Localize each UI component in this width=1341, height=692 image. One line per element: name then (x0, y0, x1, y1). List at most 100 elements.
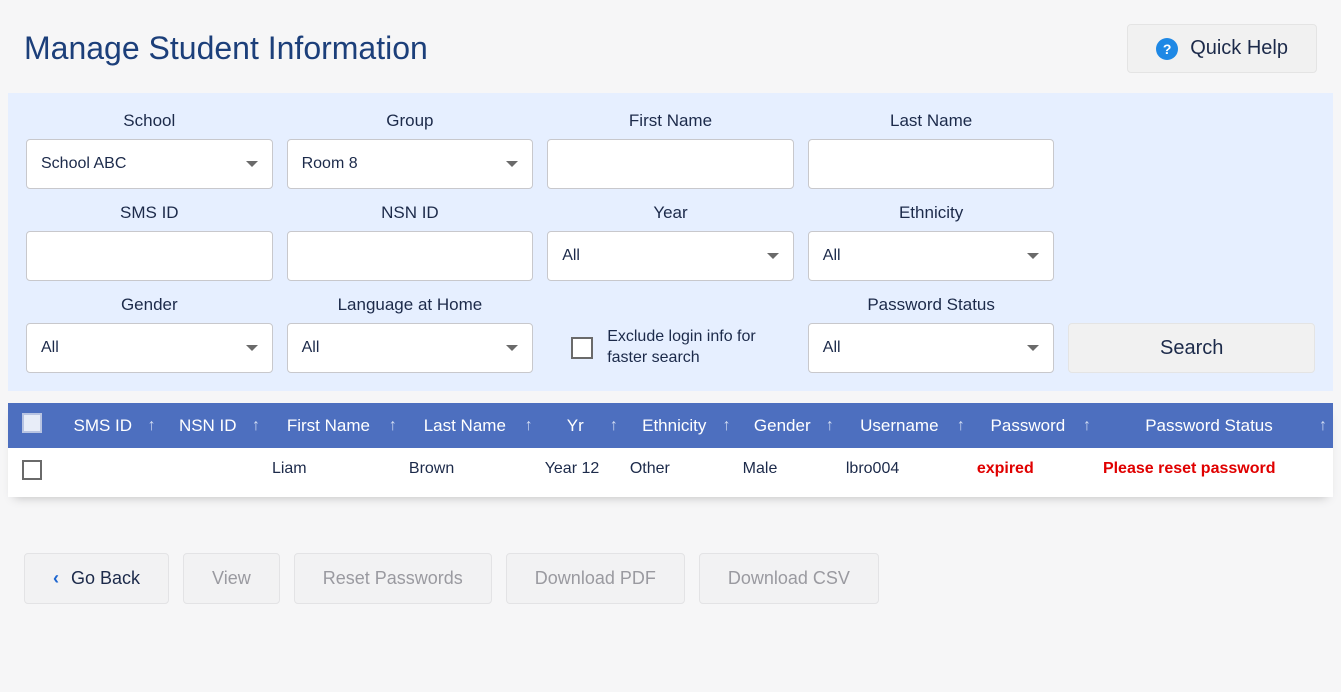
filter-nsn-id: NSN ID (287, 203, 534, 281)
cell-last-name: Brown (403, 448, 539, 497)
reset-passwords-label: Reset Passwords (323, 568, 463, 589)
chevron-down-icon (1027, 253, 1039, 259)
cell-first-name: Liam (266, 448, 403, 497)
action-bar: ‹ Go Back View Reset Passwords Download … (0, 497, 1341, 628)
filter-gender-label: Gender (121, 295, 178, 315)
download-csv-label: Download CSV (728, 568, 850, 589)
ethnicity-value: All (823, 247, 841, 265)
gender-dropdown[interactable]: All (26, 323, 273, 373)
sort-up-icon: ↑ (826, 416, 834, 436)
filter-nsn-id-label: NSN ID (381, 203, 439, 223)
filter-ethnicity: Ethnicity All (808, 203, 1055, 281)
chevron-left-icon: ‹ (53, 568, 59, 589)
filter-gender: Gender All (26, 295, 273, 373)
download-pdf-button[interactable]: Download PDF (506, 553, 685, 604)
password-status-dropdown[interactable]: All (808, 323, 1055, 373)
filter-empty-r1c5 (1068, 111, 1315, 189)
filter-exclude-login: . Exclude login info for faster search (547, 295, 794, 373)
quick-help-button[interactable]: ? Quick Help (1127, 24, 1317, 73)
col-ethnicity[interactable]: Ethnicity↑ (624, 403, 737, 448)
sort-up-icon: ↑ (148, 416, 156, 436)
filter-group-label: Group (386, 111, 433, 131)
exclude-login-checkbox[interactable] (571, 337, 593, 359)
sort-up-icon: ↑ (525, 416, 533, 436)
last-name-input[interactable] (808, 139, 1055, 189)
table-row[interactable]: Liam Brown Year 12 Other Male lbro004 ex… (8, 448, 1333, 497)
col-password-status[interactable]: Password Status↑ (1097, 403, 1333, 448)
col-nsn-id[interactable]: NSN ID↑ (162, 403, 266, 448)
page-root: Manage Student Information ? Quick Help … (0, 0, 1341, 628)
view-button[interactable]: View (183, 553, 280, 604)
nsn-id-input[interactable] (287, 231, 534, 281)
group-value: Room 8 (302, 155, 358, 173)
year-dropdown[interactable]: All (547, 231, 794, 281)
cell-ethnicity: Other (624, 448, 737, 497)
chevron-down-icon (246, 345, 258, 351)
gender-value: All (41, 339, 59, 357)
cell-gender: Male (737, 448, 840, 497)
school-dropdown[interactable]: School ABC (26, 139, 273, 189)
cell-sms-id (56, 448, 162, 497)
filter-last-name-label: Last Name (890, 111, 972, 131)
sort-up-icon: ↑ (957, 416, 965, 436)
chevron-down-icon (246, 161, 258, 167)
col-year[interactable]: Yr↑ (539, 403, 624, 448)
col-first-name[interactable]: First Name↑ (266, 403, 403, 448)
filter-empty-r2c5 (1068, 203, 1315, 281)
cell-year: Year 12 (539, 448, 624, 497)
exclude-login-checkbox-row[interactable]: Exclude login info for faster search (547, 323, 794, 373)
row-checkbox[interactable] (22, 460, 42, 480)
download-pdf-label: Download PDF (535, 568, 656, 589)
table-header-row: SMS ID↑ NSN ID↑ First Name↑ Last Name↑ Y… (8, 403, 1333, 448)
cell-password-status: Please reset password (1097, 448, 1333, 497)
sort-up-icon: ↑ (723, 416, 731, 436)
filter-ethnicity-label: Ethnicity (899, 203, 963, 223)
filter-year: Year All (547, 203, 794, 281)
filter-last-name: Last Name (808, 111, 1055, 189)
first-name-input[interactable] (547, 139, 794, 189)
filter-language-label: Language at Home (338, 295, 483, 315)
page-title: Manage Student Information (24, 30, 428, 67)
sort-up-icon: ↑ (389, 416, 397, 436)
results-table: SMS ID↑ NSN ID↑ First Name↑ Last Name↑ Y… (8, 403, 1333, 497)
col-password[interactable]: Password↑ (971, 403, 1097, 448)
filter-language: Language at Home All (287, 295, 534, 373)
col-gender[interactable]: Gender↑ (737, 403, 840, 448)
chevron-down-icon (767, 253, 779, 259)
filter-sms-id-label: SMS ID (120, 203, 179, 223)
quick-help-label: Quick Help (1190, 37, 1288, 60)
cell-nsn-id (162, 448, 266, 497)
sort-up-icon: ↑ (1319, 416, 1327, 436)
col-username[interactable]: Username↑ (840, 403, 971, 448)
view-label: View (212, 568, 251, 589)
school-value: School ABC (41, 155, 126, 173)
filter-password-status-label: Password Status (867, 295, 995, 315)
select-all-checkbox[interactable] (22, 413, 42, 433)
filter-password-status: Password Status All (808, 295, 1055, 373)
search-button[interactable]: Search (1068, 323, 1315, 373)
chevron-down-icon (506, 161, 518, 167)
filter-sms-id: SMS ID (26, 203, 273, 281)
go-back-button[interactable]: ‹ Go Back (24, 553, 169, 604)
sms-id-input[interactable] (26, 231, 273, 281)
group-dropdown[interactable]: Room 8 (287, 139, 534, 189)
exclude-login-label: Exclude login info for faster search (607, 327, 794, 369)
col-last-name[interactable]: Last Name↑ (403, 403, 539, 448)
filter-first-name: First Name (547, 111, 794, 189)
language-dropdown[interactable]: All (287, 323, 534, 373)
page-header: Manage Student Information ? Quick Help (0, 0, 1341, 85)
year-value: All (562, 247, 580, 265)
download-csv-button[interactable]: Download CSV (699, 553, 879, 604)
col-select-all[interactable] (8, 403, 56, 448)
chevron-down-icon (506, 345, 518, 351)
results-table-wrap: SMS ID↑ NSN ID↑ First Name↑ Last Name↑ Y… (8, 403, 1333, 497)
sort-up-icon: ↑ (252, 416, 260, 436)
sort-up-icon: ↑ (1083, 416, 1091, 436)
ethnicity-dropdown[interactable]: All (808, 231, 1055, 281)
filter-search-wrap: . Search (1068, 295, 1315, 373)
col-sms-id[interactable]: SMS ID↑ (56, 403, 162, 448)
cell-password: expired (971, 448, 1097, 497)
sort-up-icon: ↑ (610, 416, 618, 436)
reset-passwords-button[interactable]: Reset Passwords (294, 553, 492, 604)
go-back-label: Go Back (71, 568, 140, 589)
